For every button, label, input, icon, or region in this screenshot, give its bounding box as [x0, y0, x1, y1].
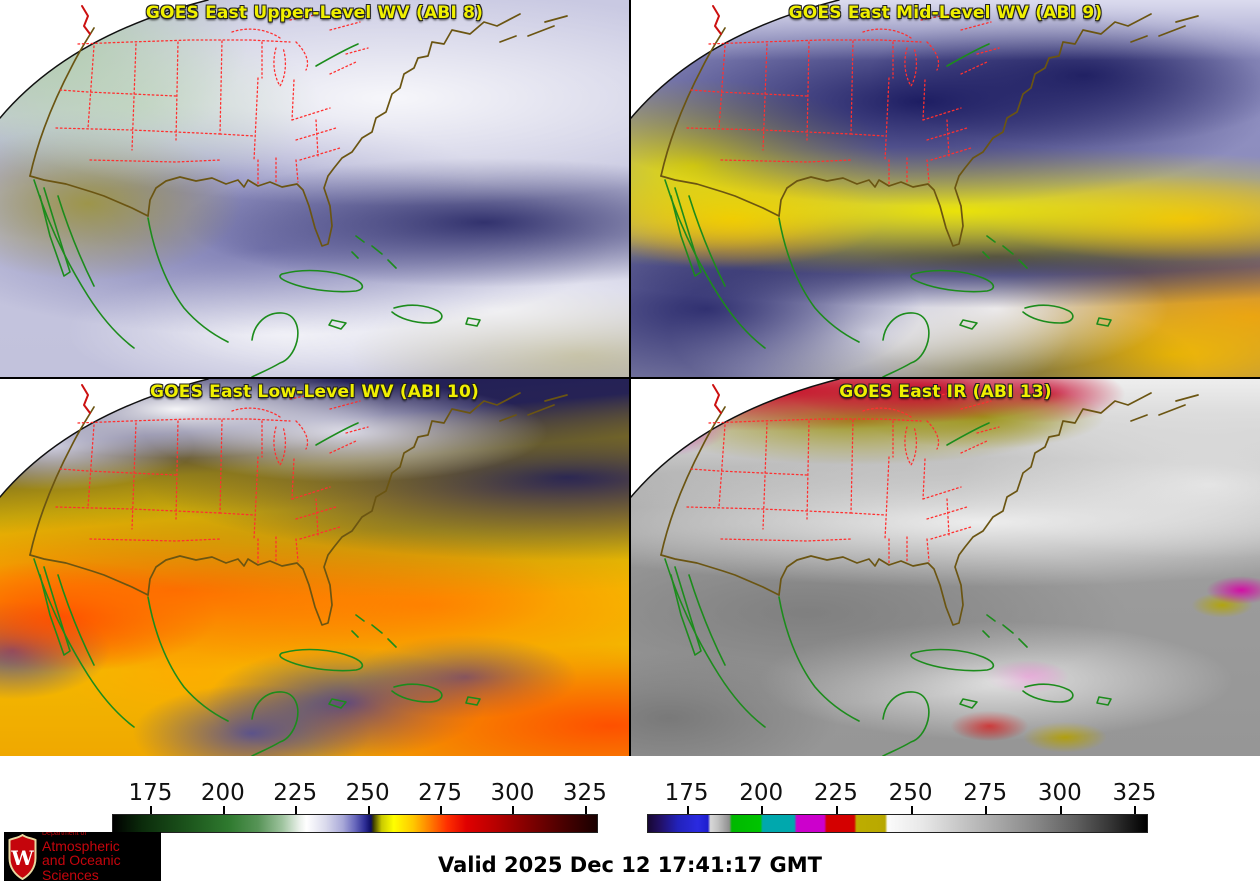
- footer: 175 200 225 250 275 300 325 175 200 225 250 275 300…: [0, 756, 1260, 881]
- colorbar-tick-label: 200: [739, 780, 784, 806]
- colorbar-tick-label: 175: [664, 780, 709, 806]
- colorbar-tick-mark: [150, 806, 153, 814]
- ir-colorbar-ticks: [647, 806, 1148, 814]
- colorbar-tick-mark: [1134, 806, 1137, 814]
- colorbar-tick-label: 175: [128, 780, 173, 806]
- panel-low-level-wv: GOES East Low-Level WV (ABI 10): [0, 379, 629, 756]
- satellite-image-mid-level-wv: [631, 0, 1260, 377]
- ir-colorbar: 175 200 225 250 275 300 325: [647, 780, 1157, 835]
- panel-ir: GOES East IR (ABI 13): [631, 379, 1260, 756]
- colorbar-tick-mark: [761, 806, 764, 814]
- colorbar-tick-label: 250: [888, 780, 933, 806]
- colorbar-tick-mark: [910, 806, 913, 814]
- panel-mid-level-wv: GOES East Mid-Level WV (ABI 9): [631, 0, 1260, 377]
- colorbar-tick-mark: [1059, 806, 1062, 814]
- map-overlay: [631, 0, 1199, 377]
- logo-atmospheric: Atmospheric: [42, 837, 120, 854]
- colorbar-tick-label: 325: [562, 780, 607, 806]
- panel-upper-level-wv: GOES East Upper-Level WV (ABI 8): [0, 0, 629, 377]
- panel-title-abi13: GOES East IR (ABI 13): [839, 382, 1052, 402]
- logo-oceanic-sciences: and Oceanic Sciences: [42, 852, 121, 881]
- panel-title-abi8: GOES East Upper-Level WV (ABI 8): [145, 3, 484, 23]
- aos-logo: W Department of Atmospheric and Oceanic …: [4, 832, 161, 881]
- colorbar-tick-mark: [440, 806, 443, 814]
- map-overlay: [0, 379, 568, 756]
- colorbar-tick-mark: [295, 806, 298, 814]
- satellite-image-upper-level-wv: [0, 0, 629, 377]
- satellite-image-ir: [631, 379, 1260, 756]
- uw-crest-icon: W: [8, 833, 37, 880]
- colorbar-tick-mark: [835, 806, 838, 814]
- valid-time-label: Valid 2025 Dec 12 17:41:17 GMT: [438, 853, 822, 877]
- map-overlay: [0, 0, 568, 377]
- colorbar-tick-label: 325: [1112, 780, 1157, 806]
- wv-colorbar-ticks: [112, 806, 598, 814]
- colorbar-tick-label: 200: [200, 780, 245, 806]
- colorbar-tick-label: 225: [813, 780, 858, 806]
- map-overlay: [631, 379, 1199, 756]
- panel-title-abi10: GOES East Low-Level WV (ABI 10): [149, 382, 479, 402]
- svg-text:W: W: [10, 846, 34, 870]
- aos-logo-text: Department of Atmospheric and Oceanic Sc…: [42, 832, 161, 881]
- panel-grid: GOES East Upper-Level WV (ABI 8) GOES Ea…: [0, 0, 1260, 756]
- colorbar-tick-mark: [512, 806, 515, 814]
- ir-colorbar-labels: 175 200 225 250 275 300 325: [647, 780, 1157, 806]
- ir-colorbar-gradient: [647, 814, 1148, 833]
- colorbar-tick-mark: [222, 806, 225, 814]
- colorbar-tick-label: 300: [490, 780, 535, 806]
- wv-colorbar-gradient: [112, 814, 598, 833]
- wv-colorbar-labels: 175 200 225 250 275 300 325: [112, 780, 606, 806]
- panel-title-abi9: GOES East Mid-Level WV (ABI 9): [788, 3, 1103, 23]
- colorbar-tick-label: 275: [418, 780, 462, 806]
- wv-colorbar: 175 200 225 250 275 300 325: [112, 780, 607, 835]
- satellite-image-low-level-wv: [0, 379, 629, 756]
- colorbar-tick-label: 275: [963, 780, 1008, 806]
- logo-department-of: Department of: [42, 832, 87, 838]
- colorbar-tick-mark: [686, 806, 689, 814]
- colorbar-tick-mark: [985, 806, 988, 814]
- colorbar-tick-label: 225: [273, 780, 318, 806]
- colorbar-tick-label: 300: [1037, 780, 1082, 806]
- colorbar-tick-mark: [367, 806, 370, 814]
- colorbar-tick-mark: [584, 806, 587, 814]
- colorbar-tick-label: 250: [345, 780, 390, 806]
